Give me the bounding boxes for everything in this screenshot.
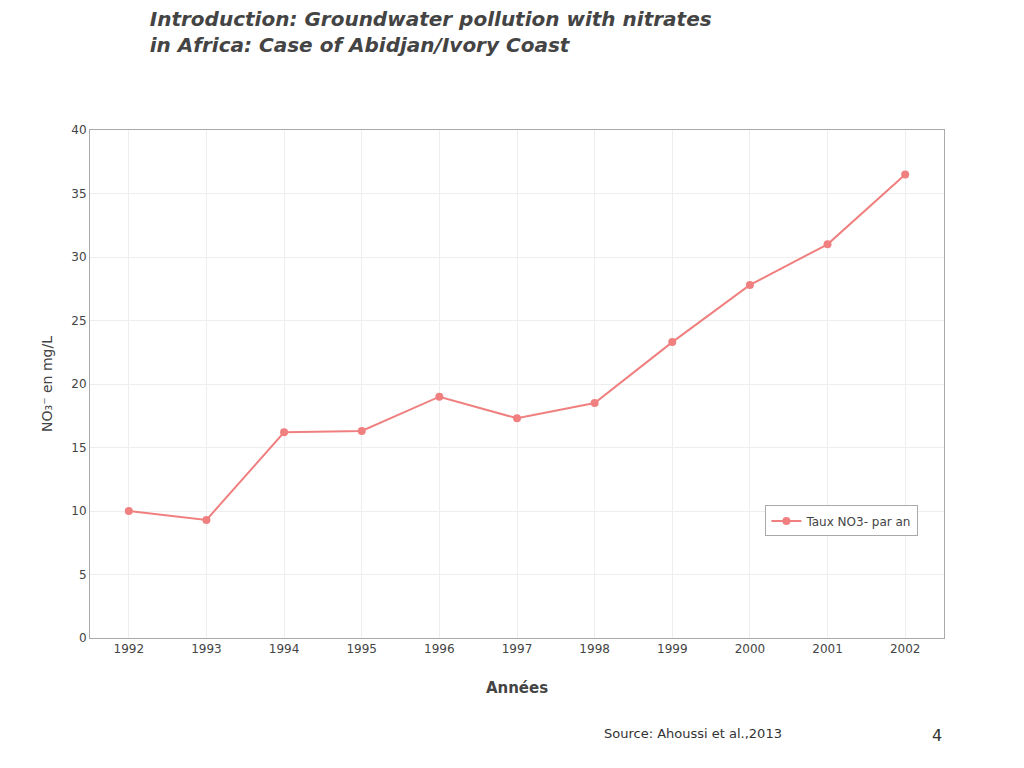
svg-text:1994: 1994 [269,642,300,656]
svg-text:Source: Ahoussi et al.,2013: Source: Ahoussi et al.,2013 [604,726,782,741]
svg-text:2001: 2001 [812,642,843,656]
svg-text:15: 15 [71,441,86,455]
svg-text:Taux NO3- par an: Taux NO3- par an [805,515,910,529]
svg-text:35: 35 [71,187,86,201]
svg-text:25: 25 [71,314,86,328]
svg-text:4: 4 [932,726,942,745]
svg-text:20: 20 [71,377,86,391]
svg-text:Introduction: Groundwater poll: Introduction: Groundwater pollution with… [150,7,712,57]
svg-text:1997: 1997 [502,642,533,656]
svg-text:10: 10 [71,504,86,518]
svg-text:1998: 1998 [579,642,610,656]
svg-text:0: 0 [79,631,87,645]
svg-text:5: 5 [79,568,87,582]
svg-text:1996: 1996 [424,642,455,656]
svg-text:2000: 2000 [735,642,766,656]
svg-text:30: 30 [71,250,86,264]
svg-text:2002: 2002 [890,642,921,656]
svg-text:1993: 1993 [191,642,222,656]
svg-text:Années: Années [486,679,548,697]
svg-text:1999: 1999 [657,642,688,656]
svg-text:1995: 1995 [346,642,377,656]
svg-text:NO₃⁻ en mg/L: NO₃⁻ en mg/L [39,336,55,432]
svg-text:40: 40 [71,123,86,137]
svg-text:1992: 1992 [114,642,145,656]
